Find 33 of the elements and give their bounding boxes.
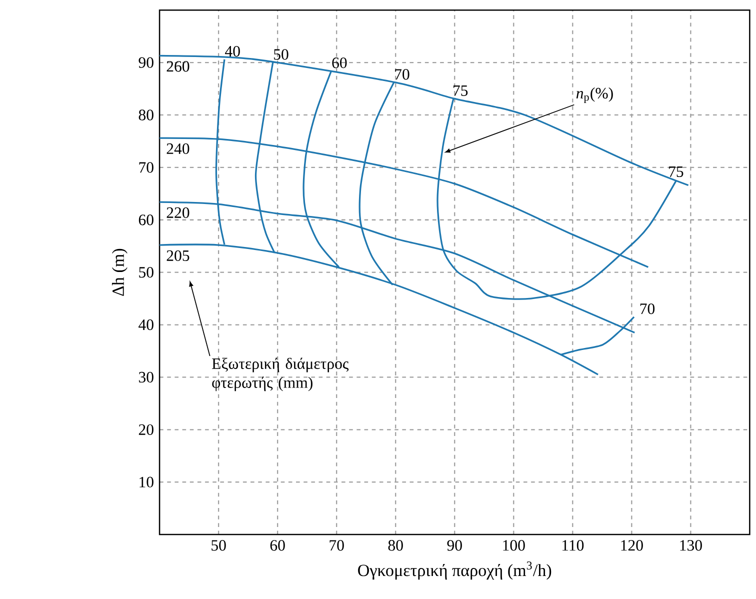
y-tick-label: 50 xyxy=(139,266,154,278)
x-tick-label: 60 xyxy=(270,540,285,551)
x-tick-label: 50 xyxy=(212,540,226,551)
series-label: 40 xyxy=(225,46,240,57)
x-tick-label: 110 xyxy=(562,540,584,551)
x-tick-label: 130 xyxy=(680,540,702,551)
x-tick-label: 120 xyxy=(621,540,643,551)
annotation: n$_{p}$(%) xyxy=(576,87,613,104)
x-tick-label: 70 xyxy=(330,540,344,551)
series-label: 260 xyxy=(166,61,190,72)
series-label: 205 xyxy=(166,250,190,262)
series-label: 50 xyxy=(274,49,288,60)
y-tick-label: 70 xyxy=(139,162,154,173)
y-tick-label: 10 xyxy=(140,476,154,488)
x-tick-label: 80 xyxy=(388,540,403,551)
x-axis-title: Ογκομετρική παροχή (m$^{3}$/h) xyxy=(358,561,552,580)
x-tick-label: 90 xyxy=(447,540,462,551)
y-tick-label: 20 xyxy=(138,424,154,435)
annotation: Εξωτερική διάμετρος φτερωτής (mm) xyxy=(212,358,349,392)
series-label: 220 xyxy=(166,207,190,218)
y-tick-label: 80 xyxy=(138,110,154,120)
series-label: 70 xyxy=(640,303,655,314)
series-label: 240 xyxy=(166,143,190,154)
series-label: 60 xyxy=(332,58,347,68)
y-tick-label: 60 xyxy=(138,214,154,226)
text: 75 xyxy=(669,166,684,178)
series-label: 70 xyxy=(395,69,410,80)
y-tick-label: 40 xyxy=(138,319,154,330)
y-tick-label: 90 xyxy=(138,57,154,68)
y-axis-title: Δh (m) xyxy=(112,248,128,296)
series-label: 75 xyxy=(453,85,468,96)
x-tick-label: 100 xyxy=(503,540,525,551)
y-tick-label: 30 xyxy=(138,372,154,383)
